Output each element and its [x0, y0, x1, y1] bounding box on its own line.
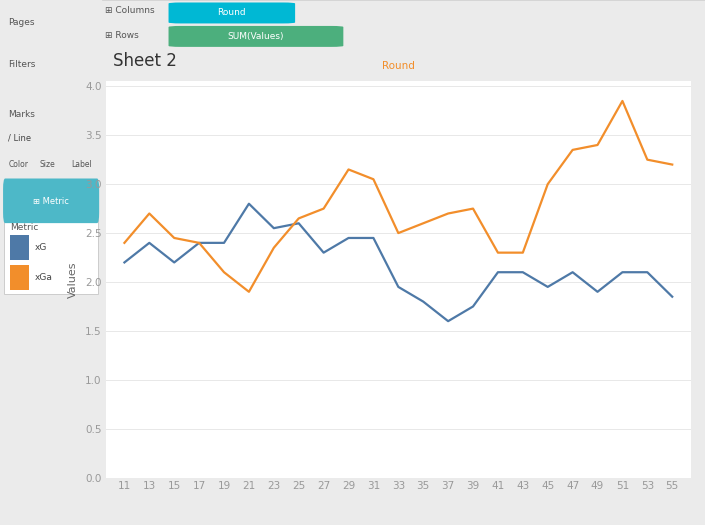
FancyBboxPatch shape [3, 178, 99, 223]
Text: xGa: xGa [35, 272, 53, 282]
Bar [10, 235, 29, 260]
Text: ⊞ Metric: ⊞ Metric [33, 196, 69, 206]
Text: Filters: Filters [8, 60, 35, 69]
Text: ⊞ Columns: ⊞ Columns [105, 6, 155, 15]
Text: Color: Color [8, 160, 28, 169]
Text: Path: Path [72, 181, 89, 190]
Text: Marks: Marks [8, 110, 35, 119]
Text: Label: Label [72, 160, 92, 169]
Text: Size: Size [40, 160, 56, 169]
Text: Tooltip: Tooltip [40, 181, 65, 190]
Text: ⊞ Rows: ⊞ Rows [105, 32, 139, 40]
Text: Detail: Detail [8, 181, 31, 190]
Text: xG: xG [35, 243, 47, 252]
FancyBboxPatch shape [4, 218, 98, 294]
FancyBboxPatch shape [168, 26, 343, 47]
Text: Round: Round [382, 61, 415, 71]
Text: Sheet 2: Sheet 2 [113, 52, 177, 70]
Text: Metric: Metric [10, 223, 39, 232]
Text: / Line: / Line [8, 134, 31, 143]
Bar [10, 265, 29, 290]
Text: Pages: Pages [8, 18, 35, 27]
Text: Round: Round [218, 8, 246, 17]
FancyBboxPatch shape [168, 3, 295, 24]
Text: SUM(Values): SUM(Values) [228, 32, 284, 41]
Y-axis label: Values: Values [68, 261, 78, 298]
